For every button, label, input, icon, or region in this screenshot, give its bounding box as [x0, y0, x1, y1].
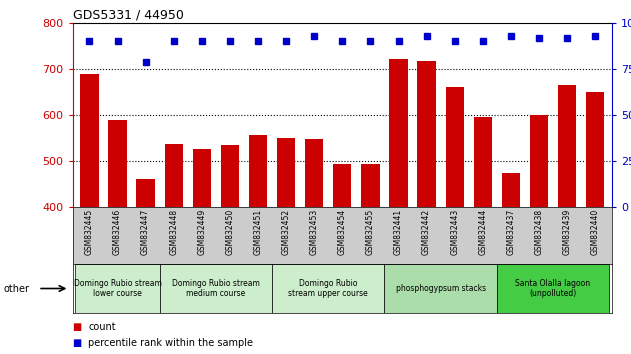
- Bar: [384, 264, 497, 313]
- Text: Santa Olalla lagoon
(unpolluted): Santa Olalla lagoon (unpolluted): [516, 279, 591, 298]
- Text: GSM832446: GSM832446: [113, 209, 122, 255]
- Text: GSM832439: GSM832439: [563, 209, 572, 255]
- Bar: [165, 144, 183, 354]
- Text: GSM832441: GSM832441: [394, 209, 403, 255]
- Bar: [136, 179, 155, 354]
- Bar: [389, 59, 408, 354]
- Bar: [109, 120, 127, 354]
- Text: GSM832437: GSM832437: [507, 209, 516, 255]
- Text: GSM832455: GSM832455: [366, 209, 375, 255]
- Text: GSM832438: GSM832438: [534, 209, 543, 255]
- Text: GSM832452: GSM832452: [281, 209, 291, 255]
- Bar: [249, 135, 267, 354]
- Bar: [558, 85, 576, 354]
- Bar: [277, 138, 295, 354]
- Bar: [586, 92, 604, 354]
- Bar: [192, 149, 211, 354]
- Text: GSM832451: GSM832451: [254, 209, 262, 255]
- Text: Domingo Rubio
stream upper course: Domingo Rubio stream upper course: [288, 279, 368, 298]
- Text: GSM832444: GSM832444: [478, 209, 487, 255]
- Bar: [75, 264, 160, 313]
- Text: GDS5331 / 44950: GDS5331 / 44950: [73, 9, 184, 22]
- Text: other: other: [3, 284, 29, 293]
- Text: GSM832453: GSM832453: [310, 209, 319, 255]
- Text: GSM832450: GSM832450: [225, 209, 235, 255]
- Text: count: count: [88, 322, 116, 332]
- Text: percentile rank within the sample: percentile rank within the sample: [88, 338, 253, 348]
- Text: GSM832443: GSM832443: [450, 209, 459, 255]
- Bar: [80, 74, 98, 354]
- Bar: [502, 173, 520, 354]
- Bar: [160, 264, 272, 313]
- Text: GSM832449: GSM832449: [198, 209, 206, 255]
- Bar: [272, 264, 384, 313]
- Bar: [530, 115, 548, 354]
- Text: GSM832440: GSM832440: [591, 209, 599, 255]
- Text: GSM832445: GSM832445: [85, 209, 94, 255]
- Text: phosphogypsum stacks: phosphogypsum stacks: [396, 284, 486, 293]
- Bar: [221, 145, 239, 354]
- Bar: [445, 87, 464, 354]
- Text: GSM832448: GSM832448: [169, 209, 178, 255]
- Bar: [362, 164, 380, 354]
- Text: Domingo Rubio stream
medium course: Domingo Rubio stream medium course: [172, 279, 260, 298]
- Text: Domingo Rubio stream
lower course: Domingo Rubio stream lower course: [74, 279, 162, 298]
- Text: ■: ■: [73, 322, 82, 332]
- Bar: [474, 118, 492, 354]
- Bar: [305, 139, 323, 354]
- Bar: [497, 264, 610, 313]
- Text: GSM832454: GSM832454: [338, 209, 347, 255]
- Text: GSM832442: GSM832442: [422, 209, 431, 255]
- Bar: [418, 61, 436, 354]
- Bar: [333, 164, 351, 354]
- Text: ■: ■: [73, 338, 82, 348]
- Text: GSM832447: GSM832447: [141, 209, 150, 255]
